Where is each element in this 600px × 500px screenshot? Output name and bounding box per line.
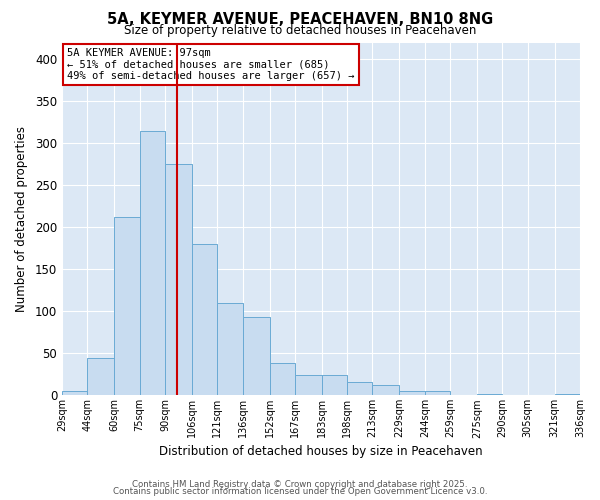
Bar: [295, 375, 322, 396]
Bar: [165, 164, 192, 396]
Text: Contains public sector information licensed under the Open Government Licence v3: Contains public sector information licen…: [113, 487, 487, 496]
Bar: [269, 364, 295, 396]
Text: Contains HM Land Registry data © Crown copyright and database right 2025.: Contains HM Land Registry data © Crown c…: [132, 480, 468, 489]
Bar: [322, 375, 347, 396]
Bar: [242, 317, 269, 396]
Text: 5A KEYMER AVENUE: 97sqm
← 51% of detached houses are smaller (685)
49% of semi-d: 5A KEYMER AVENUE: 97sqm ← 51% of detache…: [67, 48, 355, 81]
Text: 5A, KEYMER AVENUE, PEACEHAVEN, BN10 8NG: 5A, KEYMER AVENUE, PEACEHAVEN, BN10 8NG: [107, 12, 493, 28]
Y-axis label: Number of detached properties: Number of detached properties: [15, 126, 28, 312]
Bar: [554, 394, 580, 396]
Bar: [425, 391, 450, 396]
Bar: [192, 244, 217, 396]
Bar: [140, 130, 165, 396]
Bar: [217, 303, 242, 396]
Bar: [400, 391, 425, 396]
Bar: [88, 358, 115, 396]
Bar: [115, 217, 140, 396]
Bar: [62, 391, 88, 396]
Bar: [347, 382, 373, 396]
Bar: [373, 385, 400, 396]
Text: Size of property relative to detached houses in Peacehaven: Size of property relative to detached ho…: [124, 24, 476, 37]
Bar: [477, 394, 502, 396]
X-axis label: Distribution of detached houses by size in Peacehaven: Distribution of detached houses by size …: [159, 444, 483, 458]
